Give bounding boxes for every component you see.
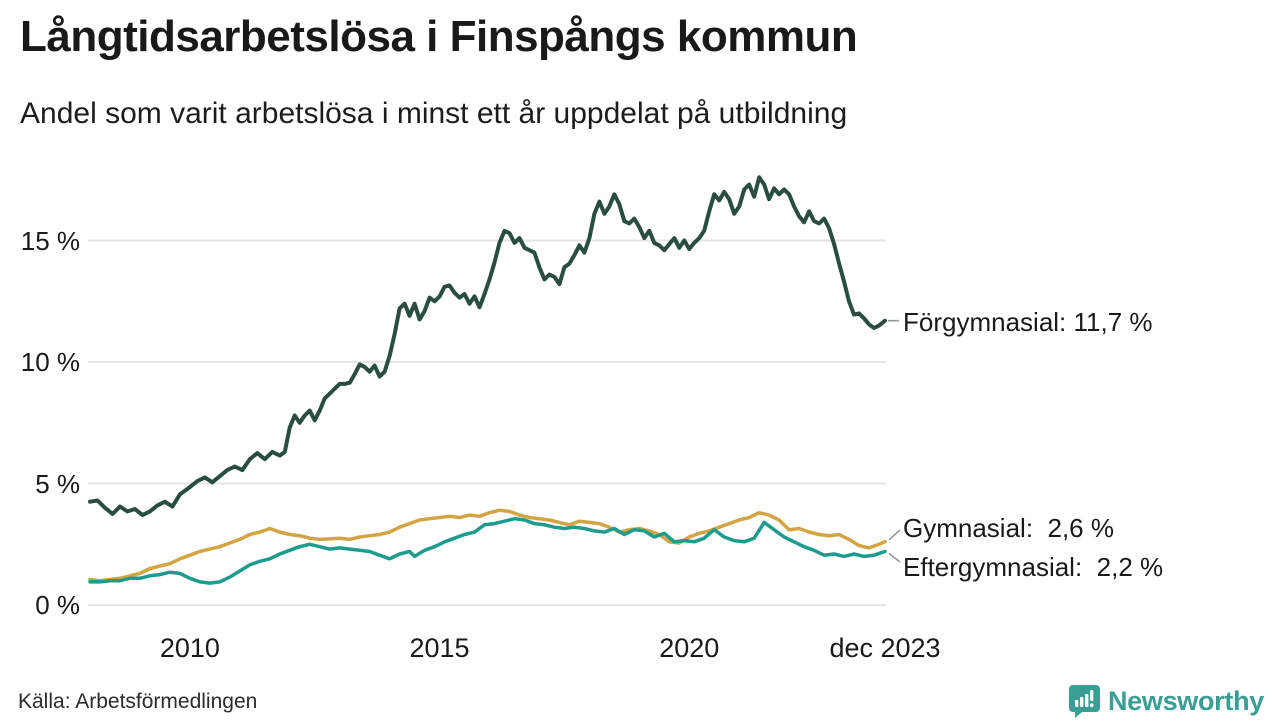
page-subtitle: Andel som varit arbetslösa i minst ett å… [20,97,848,130]
y-axis-tick-0: 0 % [35,590,80,620]
x-axis-tick-dec-2023: dec 2023 [829,633,941,663]
series-line-gymnasial [88,508,887,583]
page-title: Långtidsarbetslösa i Finspångs kommun [20,12,858,61]
x-axis-tick-2010: 2010 [159,633,220,663]
series-label-eftergymnasial: Eftergymnasial: 2,2 % [903,552,1164,582]
annotation-connector-gymnasial [888,529,901,541]
newsworthy-logo-icon [1068,685,1100,718]
newsworthy-brand-link[interactable]: Newsworthy [1068,683,1264,719]
series-line-eftergymnasial [88,516,887,585]
x-axis-tick-2020: 2020 [659,633,720,663]
annotation-connector-eftergymnasial [888,552,901,563]
newsworthy-wordmark: Newsworthy [1107,685,1264,716]
series-label-gymnasial: Gymnasial: 2,6 % [903,513,1114,543]
y-axis-tick-5: 5 % [35,468,80,499]
series-line-förgymnasial [88,175,887,518]
y-axis-tick-10: 10 % [20,347,80,377]
source-credit: Källa: Arbetsförmedlingen [18,690,258,713]
y-axis-tick-15: 15 % [20,225,80,256]
x-axis-tick-2015: 2015 [409,633,470,663]
series-label-forgymnasial: Förgymnasial: 11,7 % [903,307,1153,337]
